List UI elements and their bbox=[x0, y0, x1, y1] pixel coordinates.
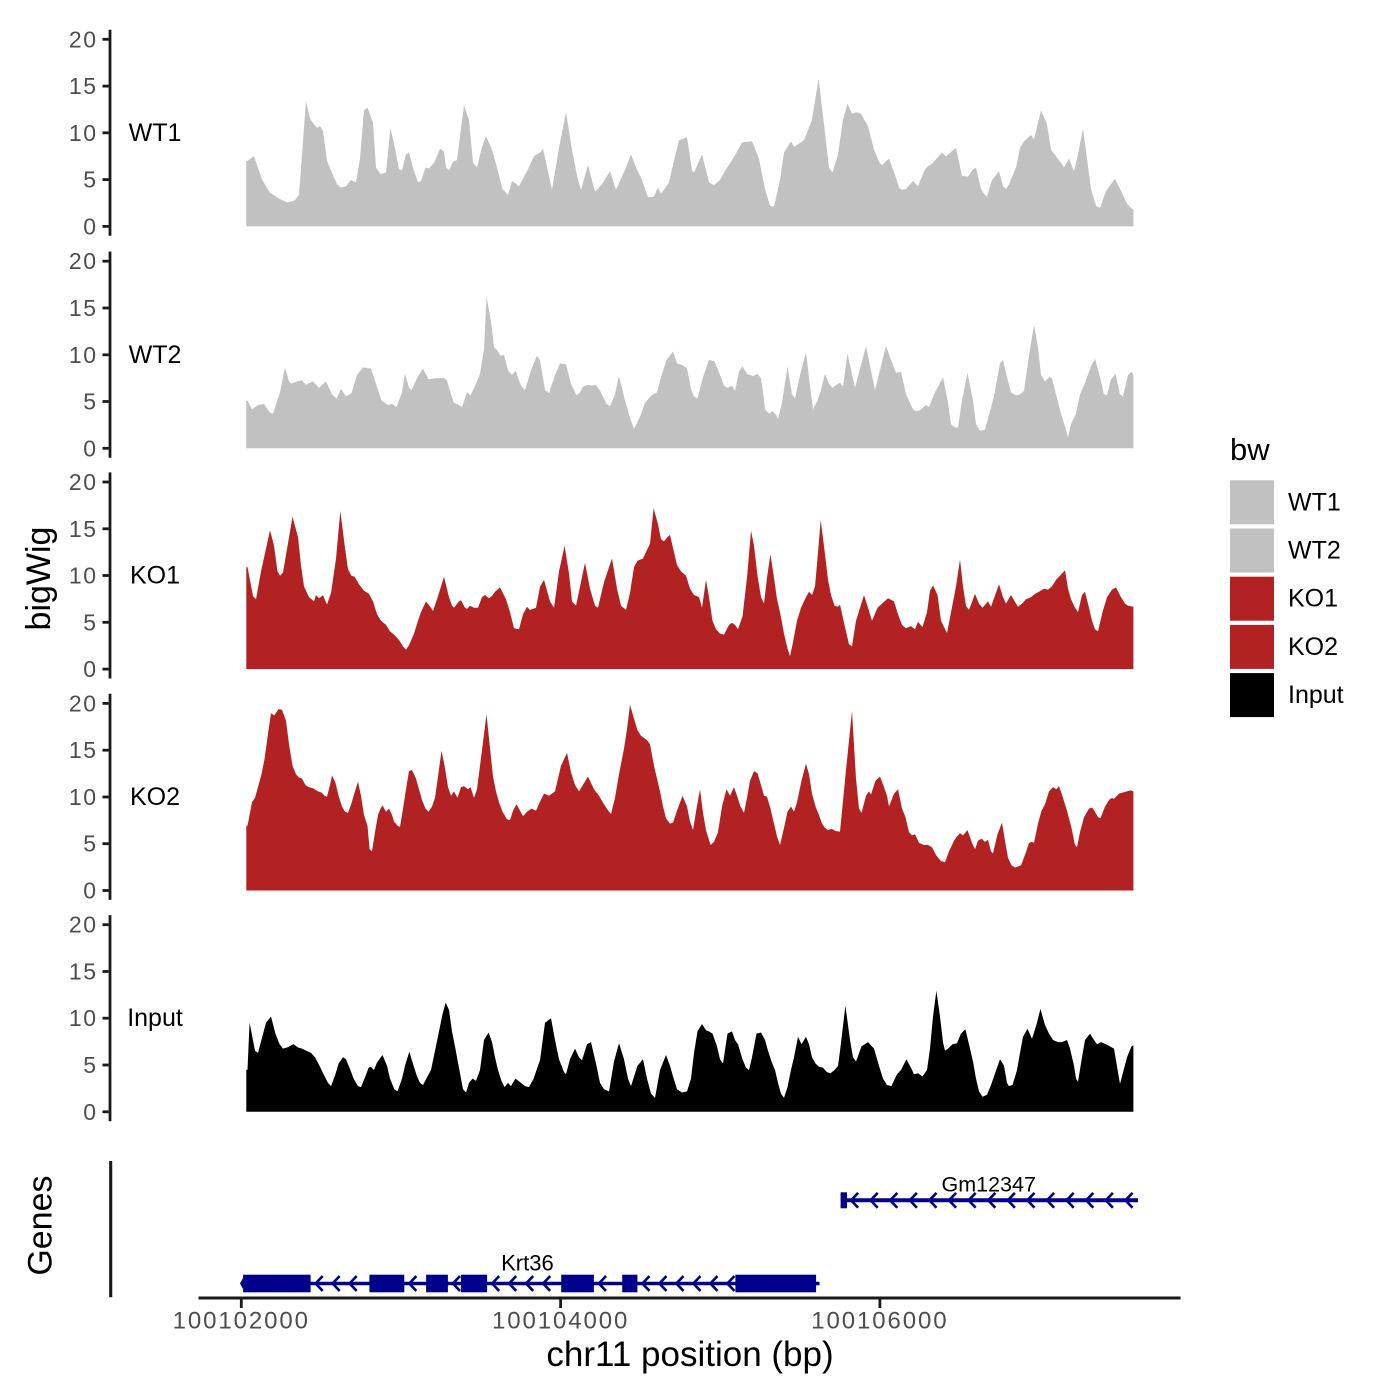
svg-text:15: 15 bbox=[69, 959, 98, 985]
svg-text:15: 15 bbox=[69, 73, 98, 99]
svg-text:20: 20 bbox=[69, 248, 98, 274]
svg-text:0: 0 bbox=[83, 656, 97, 682]
svg-text:WT1: WT1 bbox=[129, 119, 182, 147]
svg-text:bw: bw bbox=[1230, 432, 1270, 467]
svg-text:15: 15 bbox=[69, 516, 98, 542]
svg-text:10: 10 bbox=[69, 342, 98, 368]
svg-text:KO1: KO1 bbox=[1288, 585, 1338, 613]
svg-text:5: 5 bbox=[83, 167, 97, 193]
svg-text:bigWig: bigWig bbox=[20, 527, 58, 631]
svg-text:10: 10 bbox=[69, 563, 98, 589]
svg-text:WT2: WT2 bbox=[129, 341, 182, 369]
svg-text:100106000: 100106000 bbox=[811, 1308, 948, 1335]
svg-text:0: 0 bbox=[83, 878, 97, 904]
svg-text:KO2: KO2 bbox=[130, 783, 180, 811]
svg-text:10: 10 bbox=[69, 1005, 98, 1031]
svg-text:15: 15 bbox=[69, 737, 98, 763]
svg-text:chr11 position (bp): chr11 position (bp) bbox=[546, 1335, 833, 1374]
svg-text:5: 5 bbox=[83, 609, 97, 635]
svg-text:20: 20 bbox=[69, 26, 98, 52]
svg-text:10: 10 bbox=[69, 784, 98, 810]
svg-text:5: 5 bbox=[83, 389, 97, 415]
svg-text:Krt36: Krt36 bbox=[501, 1251, 554, 1276]
svg-text:Input: Input bbox=[127, 1004, 183, 1032]
svg-text:Input: Input bbox=[1288, 681, 1344, 709]
svg-text:Gm12347: Gm12347 bbox=[941, 1173, 1035, 1197]
svg-text:KO1: KO1 bbox=[130, 562, 180, 590]
svg-text:20: 20 bbox=[69, 690, 98, 716]
svg-text:WT1: WT1 bbox=[1288, 488, 1341, 516]
svg-text:15: 15 bbox=[69, 295, 98, 321]
svg-text:20: 20 bbox=[69, 912, 98, 938]
svg-text:KO2: KO2 bbox=[1288, 633, 1338, 661]
svg-text:0: 0 bbox=[83, 435, 97, 461]
svg-text:0: 0 bbox=[83, 213, 97, 239]
svg-text:20: 20 bbox=[69, 469, 98, 495]
svg-text:5: 5 bbox=[83, 831, 97, 857]
svg-text:Genes: Genes bbox=[21, 1176, 59, 1276]
svg-text:WT2: WT2 bbox=[1288, 537, 1341, 565]
svg-text:0: 0 bbox=[83, 1099, 97, 1125]
svg-text:100102000: 100102000 bbox=[173, 1308, 310, 1335]
svg-text:10: 10 bbox=[69, 120, 98, 146]
svg-text:100104000: 100104000 bbox=[492, 1308, 629, 1335]
svg-text:5: 5 bbox=[83, 1052, 97, 1078]
